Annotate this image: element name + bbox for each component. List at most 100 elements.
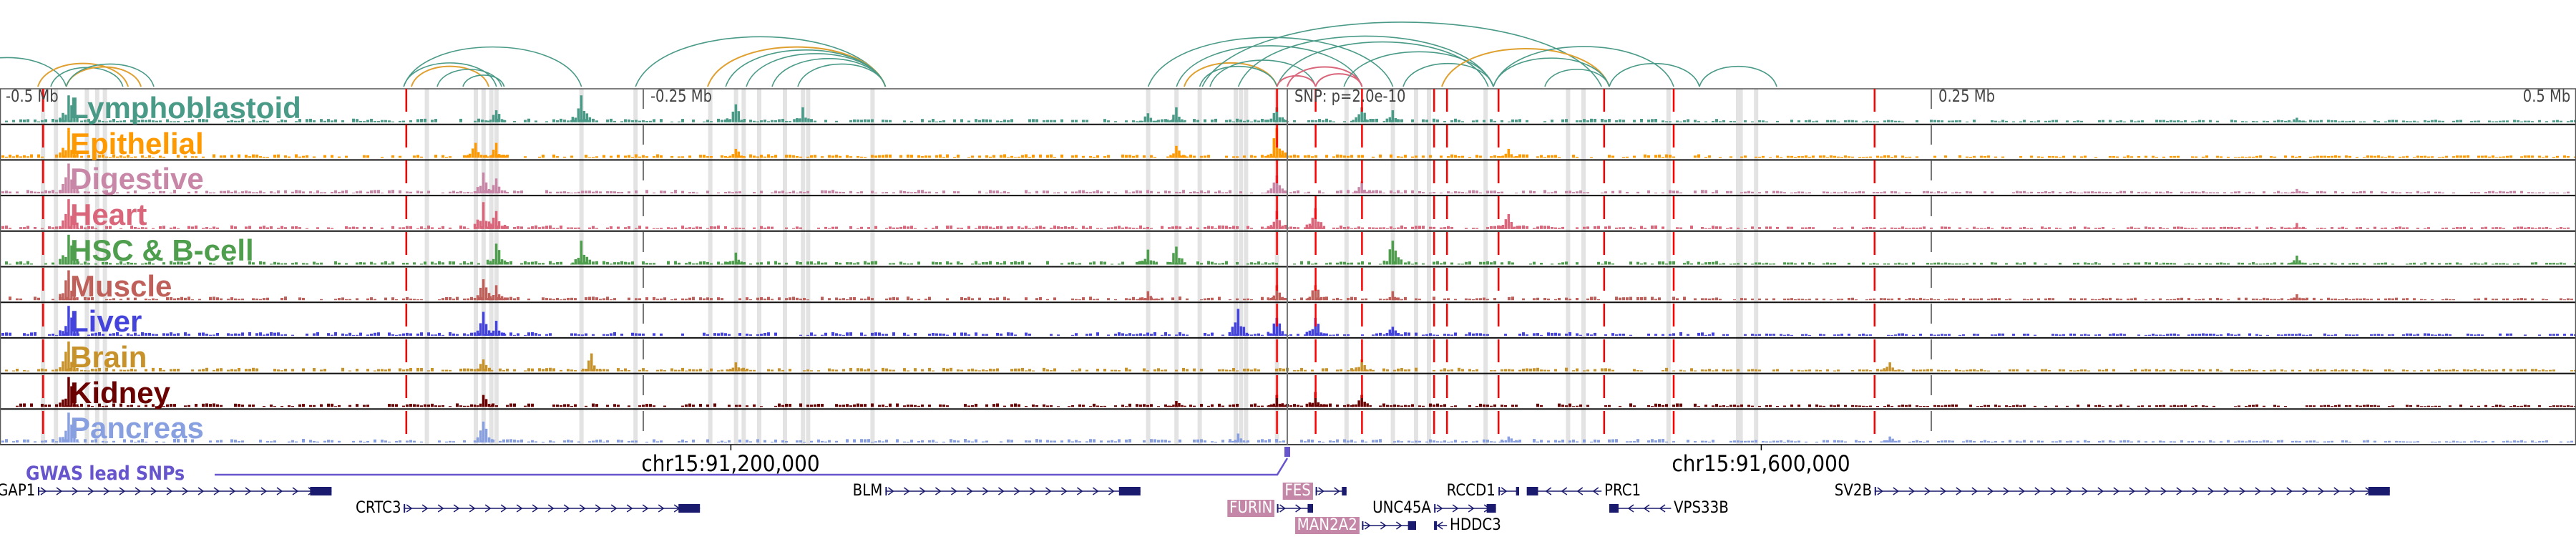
signal-bar bbox=[1615, 334, 1618, 336]
signal-bar bbox=[699, 261, 702, 265]
signal-bar bbox=[1071, 441, 1074, 442]
signal-bar bbox=[1933, 155, 1936, 158]
signal-bar bbox=[2295, 156, 2298, 158]
signal-bar bbox=[1751, 226, 1754, 229]
signal-bar bbox=[1257, 333, 1260, 336]
signal-bar bbox=[1941, 120, 1943, 122]
signal-bar bbox=[2195, 334, 2197, 336]
signal-bar bbox=[535, 261, 537, 265]
signal-bar bbox=[295, 190, 298, 194]
signal-bar bbox=[1443, 440, 1446, 442]
signal-bar bbox=[2180, 226, 2183, 229]
signal-bar bbox=[1790, 226, 1793, 229]
signal-bar bbox=[703, 155, 706, 158]
signal-bar bbox=[531, 403, 534, 407]
signal-bar bbox=[291, 369, 294, 372]
signal-bar bbox=[2051, 334, 2054, 336]
signal-bar bbox=[1089, 226, 1092, 229]
signal-bar bbox=[2059, 157, 2062, 158]
signal-bar bbox=[241, 405, 244, 407]
signal-bar bbox=[967, 369, 970, 372]
signal-bar bbox=[309, 405, 312, 407]
signal-bar bbox=[781, 440, 784, 442]
signal-bar bbox=[116, 263, 119, 265]
signal-bar bbox=[2195, 299, 2197, 301]
signal-bar bbox=[1926, 299, 1929, 301]
signal-bar bbox=[1447, 369, 1450, 372]
signal-bar bbox=[12, 120, 15, 122]
signal-bar bbox=[2227, 226, 2230, 229]
signal-bar bbox=[1372, 190, 1375, 194]
signal-bar bbox=[803, 370, 806, 372]
signal-peak bbox=[1267, 297, 1270, 301]
signal-bar bbox=[409, 333, 412, 336]
signal-bar bbox=[2241, 121, 2244, 122]
signal-bar bbox=[420, 226, 423, 229]
signal-peak bbox=[1397, 332, 1400, 336]
signal-bar bbox=[1221, 405, 1224, 407]
signal-bar bbox=[864, 157, 867, 158]
signal-bar bbox=[2552, 334, 2555, 336]
signal-bar bbox=[2427, 156, 2430, 158]
signal-bar bbox=[374, 439, 376, 442]
signal-bar bbox=[527, 227, 530, 229]
signal-bar bbox=[331, 155, 333, 158]
signal-bar bbox=[567, 369, 570, 372]
signal-bar bbox=[2069, 333, 2072, 336]
signal-bar bbox=[2173, 155, 2176, 158]
signal-bar bbox=[238, 120, 240, 122]
signal-bar bbox=[950, 262, 952, 265]
signal-bar bbox=[2009, 298, 2011, 301]
signal-bar bbox=[1783, 262, 1786, 265]
signal-bar bbox=[1669, 155, 1672, 158]
signal-bar bbox=[2384, 192, 2387, 194]
signal-bar bbox=[1125, 367, 1128, 372]
signal-bar bbox=[1103, 369, 1106, 372]
signal-bar bbox=[2252, 156, 2255, 158]
signal-bar bbox=[84, 227, 87, 229]
signal-bar bbox=[917, 299, 920, 301]
signal-bar bbox=[1075, 440, 1078, 442]
signal-bar bbox=[112, 154, 115, 158]
signal-bar bbox=[1633, 120, 1636, 122]
signal-bar bbox=[302, 297, 305, 301]
signal-bar bbox=[878, 332, 881, 336]
signal-bar bbox=[91, 333, 94, 336]
signal-bar bbox=[66, 332, 69, 336]
signal-bar bbox=[1586, 333, 1589, 336]
signal-bar bbox=[567, 297, 570, 301]
signal-bar bbox=[273, 261, 276, 265]
signal-bar bbox=[2434, 191, 2437, 194]
signal-bar bbox=[1268, 263, 1271, 265]
signal-bar bbox=[1751, 121, 1754, 122]
signal-bar bbox=[499, 368, 502, 372]
signal-bar bbox=[1382, 227, 1385, 229]
signal-bar bbox=[9, 296, 11, 301]
signal-bar bbox=[560, 369, 562, 372]
signal-bar bbox=[785, 298, 788, 301]
signal-bar bbox=[370, 118, 373, 122]
signal-bar bbox=[313, 261, 316, 265]
signal-bar bbox=[1196, 439, 1199, 442]
signal-bar bbox=[2467, 333, 2469, 336]
signal-bar bbox=[2352, 334, 2355, 336]
signal-bar bbox=[1200, 263, 1203, 265]
signal-bar bbox=[2306, 405, 2308, 407]
signal-bar bbox=[1261, 296, 1264, 301]
signal-bar bbox=[1003, 190, 1006, 194]
signal-bar bbox=[1182, 367, 1185, 372]
signal-bar bbox=[670, 299, 673, 301]
signal-peak bbox=[486, 298, 489, 301]
signal-bar bbox=[2506, 333, 2509, 336]
signal-bar bbox=[2552, 120, 2555, 122]
signal-bar bbox=[1325, 333, 1328, 336]
signal-bar bbox=[889, 369, 892, 372]
signal-peak bbox=[1269, 333, 1273, 336]
signal-bar bbox=[252, 405, 255, 407]
signal-bar bbox=[1851, 405, 1854, 407]
signal-bar bbox=[982, 334, 985, 336]
signal-bar bbox=[2155, 262, 2158, 265]
signal-bar bbox=[567, 404, 570, 407]
signal-bar bbox=[2005, 263, 2008, 265]
signal-bar bbox=[1479, 261, 1482, 265]
